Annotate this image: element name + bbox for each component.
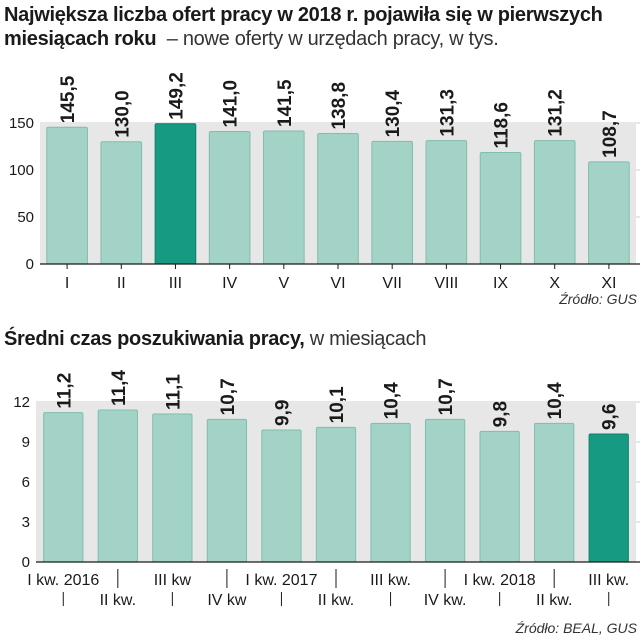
- data-label: 10,7: [436, 378, 457, 415]
- x-tick-label: I kw. 2018: [464, 572, 536, 589]
- x-tick-label: VIII: [434, 275, 458, 290]
- x-tick-label: III: [169, 275, 182, 290]
- y-tick-label: 150: [9, 115, 34, 132]
- bar: [46, 126, 88, 265]
- data-label: 10,7: [218, 378, 239, 415]
- data-label: 131,2: [546, 89, 567, 137]
- data-label: 138,8: [329, 82, 350, 130]
- x-tick-label: II kw.: [100, 592, 136, 609]
- bar: [479, 430, 520, 563]
- bar: [588, 161, 630, 265]
- bar: [370, 422, 411, 563]
- x-tick-label: V: [278, 275, 289, 290]
- x-tick-label: VII: [382, 275, 402, 290]
- data-label: 108,7: [600, 110, 621, 158]
- data-label: 130,0: [112, 90, 133, 138]
- bar: [479, 152, 522, 265]
- y-tick-label: 50: [17, 209, 34, 226]
- data-label: 10,1: [327, 386, 348, 423]
- bar: [154, 123, 197, 265]
- bar: [317, 133, 359, 265]
- bar: [588, 433, 629, 563]
- x-tick-label: II kw.: [536, 592, 572, 609]
- data-label: 141,0: [221, 80, 242, 128]
- x-tick-label: X: [549, 275, 560, 290]
- bar: [424, 418, 466, 563]
- chart1-plot: 0 50 100 150 145,5 130,0 149,2 141,0 141,5 138,8 1…: [9, 72, 640, 290]
- chart2-plot: 0 3 6 9 12 11,2 11,4 11,1 10,7 9,9 10,1 10,4 10,7 9,8…: [13, 370, 640, 609]
- x-tick-label: III kw.: [370, 572, 411, 589]
- bar: [206, 418, 248, 563]
- data-label: 149,2: [166, 72, 187, 120]
- data-label: 11,2: [54, 373, 75, 409]
- bar: [97, 409, 138, 563]
- x-tick-label: I kw. 2017: [245, 572, 317, 589]
- data-label: 130,4: [383, 89, 404, 137]
- chart1-title-main: Największa liczba ofert pracy w 2018 r. …: [4, 4, 603, 50]
- y-tick-label: 0: [22, 554, 30, 571]
- bar: [534, 422, 575, 563]
- x-tick-label: IV: [222, 275, 237, 290]
- bar: [425, 140, 468, 265]
- data-label: 131,3: [437, 89, 458, 137]
- bar: [533, 140, 576, 265]
- bar: [152, 413, 193, 563]
- data-label: 145,5: [58, 75, 79, 123]
- y-tick-label: 6: [22, 474, 30, 491]
- x-tick-label: II kw.: [318, 592, 354, 609]
- bar: [43, 412, 84, 563]
- bar: [261, 429, 302, 563]
- data-label: 9,6: [600, 404, 621, 430]
- chart2-title-main: Średni czas poszukiwania pracy,: [4, 328, 305, 350]
- bar: [263, 130, 305, 265]
- y-tick-label: 9: [22, 434, 30, 451]
- chart1-subtitle: – nowe oferty w urzędach pracy, w tys.: [166, 28, 499, 50]
- data-label: 9,8: [491, 401, 512, 427]
- x-tick-label: III kw.: [588, 572, 629, 589]
- bar: [315, 426, 357, 563]
- chart2-title: Średni czas poszukiwania pracy, w miesią…: [4, 327, 640, 351]
- x-tick-label: II: [117, 275, 126, 290]
- y-tick-label: 100: [9, 162, 34, 179]
- data-label: 118,6: [492, 102, 513, 148]
- x-tick-label: VI: [330, 275, 345, 290]
- data-label: 11,4: [109, 370, 130, 406]
- bar: [208, 130, 251, 265]
- y-tick-label: 3: [22, 514, 30, 531]
- data-label: 141,5: [275, 79, 296, 127]
- chart1-source: Źródło: GUS: [559, 291, 637, 307]
- chart1-title: Największa liczba ofert pracy w 2018 r. …: [4, 3, 640, 51]
- x-tick-label: III kw: [154, 572, 192, 589]
- x-tick-label: I: [65, 275, 69, 290]
- y-tick-label: 0: [26, 256, 34, 273]
- x-tick-label: IX: [493, 275, 508, 290]
- data-label: 11,1: [163, 374, 184, 410]
- x-tick-label: IV kw.: [424, 592, 467, 609]
- data-label: 10,4: [382, 382, 403, 419]
- chart2-subtitle: w miesiącach: [309, 328, 427, 350]
- data-label: 10,4: [545, 382, 566, 419]
- x-tick-label: IV kw: [207, 592, 247, 609]
- x-tick-label: I kw. 2016: [27, 572, 99, 589]
- x-tick-label: XI: [601, 275, 616, 290]
- data-label: 9,9: [272, 400, 293, 426]
- chart2-source: Źródło: BEAL, GUS: [515, 620, 637, 636]
- bar: [100, 141, 143, 265]
- y-tick-label: 12: [13, 394, 30, 411]
- bar: [371, 140, 414, 265]
